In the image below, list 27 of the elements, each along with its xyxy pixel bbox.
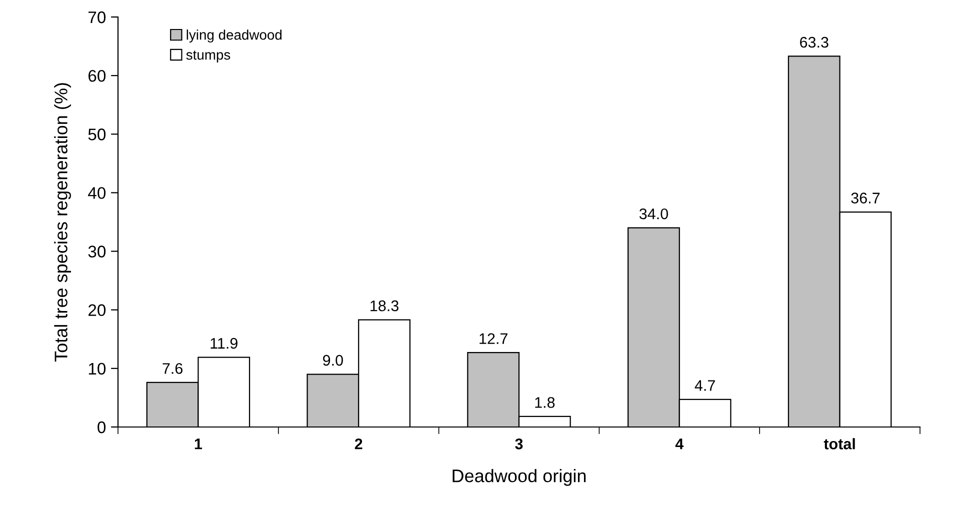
- legend-label: lying deadwood: [186, 30, 282, 43]
- x-tick-label: 3: [515, 438, 523, 450]
- y-tick-label: 40: [88, 187, 106, 199]
- y-tick-label: 70: [88, 11, 106, 24]
- data-label: 18.3: [370, 300, 398, 312]
- x-tick-label: 4: [675, 438, 684, 450]
- data-label: 36.7: [851, 192, 880, 204]
- y-tick-label: 20: [88, 304, 106, 316]
- data-label: 4.7: [694, 380, 715, 391]
- y-tick-label: 0: [98, 421, 106, 434]
- x-tick-label: 2: [354, 438, 362, 450]
- data-label: 11.9: [210, 338, 238, 349]
- y-tick-label: 50: [88, 128, 106, 140]
- x-axis-title: Deadwood origin: [452, 469, 586, 486]
- x-tick-label: total: [824, 438, 855, 450]
- y-tick-label: 10: [88, 362, 106, 375]
- data-label: 34.0: [639, 208, 668, 220]
- data-label: 1.8: [535, 397, 555, 408]
- y-axis-title: Total tree species regeneration (%): [54, 83, 71, 362]
- legend-label: stumps: [186, 50, 230, 62]
- data-label: 12.7: [480, 333, 508, 344]
- data-label: 9.0: [323, 354, 343, 366]
- y-tick-label: 30: [88, 246, 106, 258]
- y-tick-label: 60: [88, 70, 106, 82]
- data-label: 63.3: [800, 36, 828, 48]
- x-tick-label: 1: [194, 438, 202, 450]
- data-label: 7.6: [162, 363, 182, 374]
